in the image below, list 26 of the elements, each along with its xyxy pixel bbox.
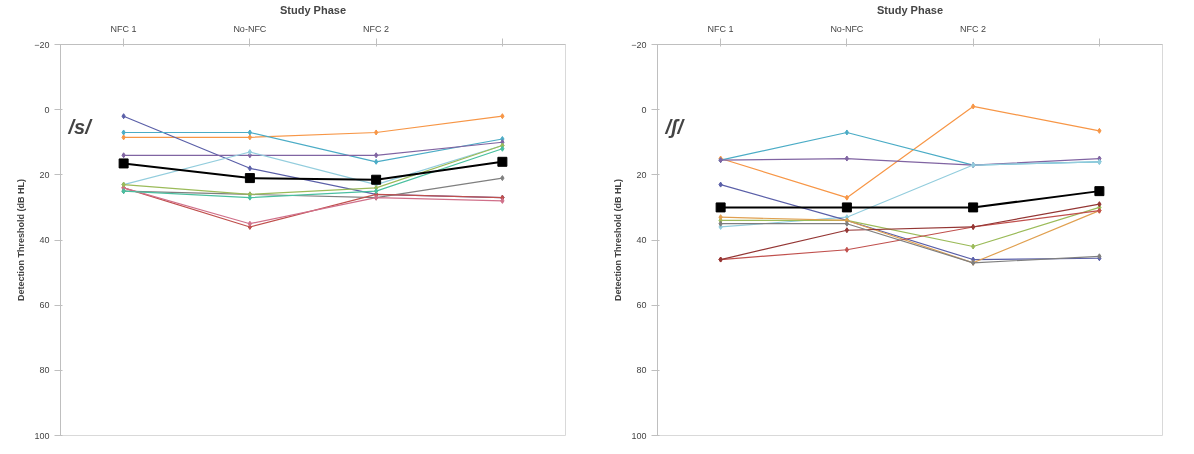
y-tick-label: −20 xyxy=(34,39,50,50)
x-tick-label: NFC 2 xyxy=(960,23,987,34)
y-tick-label: 100 xyxy=(631,430,647,441)
y-tick-label: 20 xyxy=(636,169,647,180)
y-tick-label: 60 xyxy=(636,300,647,311)
y-tick-label: 20 xyxy=(39,169,50,180)
x-tick-label: NFC 2 xyxy=(363,23,390,34)
y-axis-title: Detection Threshold (dB HL) xyxy=(613,179,624,301)
y-axis-title: Detection Threshold (dB HL) xyxy=(16,179,27,301)
annotation: /ʃ/ xyxy=(664,115,686,138)
y-tick-label: 80 xyxy=(636,365,647,376)
annotation: /s/ xyxy=(67,115,94,138)
y-tick-label: 80 xyxy=(39,365,50,376)
y-tick-label: 60 xyxy=(39,300,50,311)
x-tick-label: NFC 1 xyxy=(110,23,137,34)
y-tick-label: 40 xyxy=(39,235,50,245)
x-tick-label: No-NFC xyxy=(830,23,864,34)
y-tick-label: −20 xyxy=(631,39,647,50)
x-axis-title: Study Phase xyxy=(876,3,944,16)
y-tick-label: 0 xyxy=(44,104,50,115)
x-axis-title: Study Phase xyxy=(279,3,347,16)
y-tick-label: 40 xyxy=(636,235,647,245)
y-tick-label: 0 xyxy=(641,104,647,115)
x-tick-label: NFC 1 xyxy=(707,23,734,34)
x-tick-label: No-NFC xyxy=(233,23,267,34)
y-tick-label: 100 xyxy=(34,430,50,441)
